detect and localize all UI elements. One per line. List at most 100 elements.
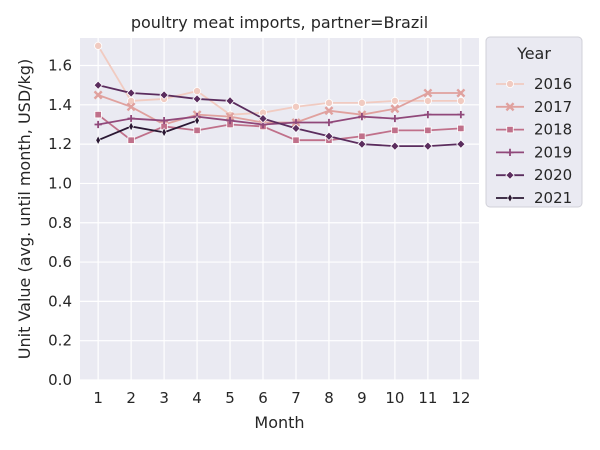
y-tick-label: 1.2 xyxy=(48,135,72,153)
data-point-2019 xyxy=(127,114,135,123)
legend-label: 2021 xyxy=(534,189,572,207)
legend-item-2021: 2021 xyxy=(496,189,572,207)
data-point-2018 xyxy=(391,126,399,135)
data-point-2016 xyxy=(193,87,202,96)
data-point-2016 xyxy=(291,102,300,111)
legend-item-2019: 2019 xyxy=(496,143,572,161)
legend-item-2017: 2017 xyxy=(496,98,572,116)
data-point-2019 xyxy=(226,116,234,125)
legend-swatch-marker xyxy=(505,170,515,180)
y-tick-label: 0.6 xyxy=(48,253,72,271)
y-tick-label: 1.4 xyxy=(48,96,72,114)
series-lines xyxy=(93,41,466,151)
x-tick-label: 9 xyxy=(357,389,367,407)
x-tick-label: 8 xyxy=(324,389,334,407)
x-tick-label: 1 xyxy=(93,389,103,407)
series-2020 xyxy=(93,80,466,151)
x-tick-label: 5 xyxy=(225,389,235,407)
data-point-2018 xyxy=(94,111,102,119)
data-point-2017 xyxy=(93,90,103,100)
data-point-2017 xyxy=(423,88,433,98)
legend-swatch-marker xyxy=(507,193,513,203)
legend-swatch-marker xyxy=(505,102,515,112)
y-tick-label: 0.8 xyxy=(48,214,72,232)
series-line-2018 xyxy=(97,113,461,142)
data-point-2020 xyxy=(324,131,334,141)
data-point-2019 xyxy=(358,113,366,121)
legend-swatch-marker xyxy=(505,80,514,89)
legend-label: 2017 xyxy=(534,98,572,116)
data-point-2019 xyxy=(457,111,465,119)
data-point-2019 xyxy=(94,120,102,129)
y-tick-label: 1.0 xyxy=(48,174,72,192)
data-point-2019 xyxy=(424,111,432,119)
data-point-2018 xyxy=(424,126,432,135)
legend-item-2016: 2016 xyxy=(496,75,572,93)
legend-item-2020: 2020 xyxy=(496,166,572,184)
data-point-2020 xyxy=(357,139,367,149)
legend-frame xyxy=(485,36,583,208)
legend-title: Year xyxy=(516,44,551,63)
axis-ticks: 0.00.20.40.60.81.01.21.41.61 2 3 4 5 6 7 8 9 10 11… xyxy=(48,57,470,407)
data-point-2018 xyxy=(127,136,135,144)
series-line-2016 xyxy=(97,45,461,116)
data-point-2016 xyxy=(324,98,333,107)
x-tick-label: 3 xyxy=(159,389,169,407)
series-line-2021 xyxy=(97,119,198,142)
legend-items: 2016 2017 2018 2019 2020 2021 xyxy=(496,75,572,207)
legend-swatch-marker xyxy=(506,148,514,156)
data-point-2019 xyxy=(325,118,333,127)
data-point-2020 xyxy=(423,141,433,151)
legend-label: 2016 xyxy=(534,75,572,93)
data-point-2021 xyxy=(128,121,134,132)
data-point-2020 xyxy=(192,94,202,104)
data-point-2017 xyxy=(324,106,334,116)
data-point-2020 xyxy=(456,139,466,149)
data-point-2017 xyxy=(390,104,400,114)
data-point-2017 xyxy=(225,112,235,122)
x-tick-label: 10 xyxy=(385,389,404,407)
data-point-2018 xyxy=(358,132,366,140)
y-tick-label: 0.4 xyxy=(48,292,72,310)
data-point-2020 xyxy=(291,123,301,134)
data-point-2020 xyxy=(126,88,136,98)
chart-title: poultry meat imports, partner=Brazil xyxy=(131,13,428,32)
data-point-2018 xyxy=(457,124,465,133)
data-point-2018 xyxy=(292,136,300,144)
plot-area xyxy=(80,38,479,380)
data-point-2017 xyxy=(126,102,136,112)
x-tick-label: 7 xyxy=(291,389,301,407)
legend-item-2018: 2018 xyxy=(496,121,572,139)
legend-label: 2018 xyxy=(534,121,572,139)
data-point-2016 xyxy=(94,41,103,50)
x-tick-label: 11 xyxy=(418,389,437,407)
data-point-2020 xyxy=(258,113,268,124)
data-point-2021 xyxy=(194,115,200,126)
data-point-2019 xyxy=(160,116,168,125)
data-point-2021 xyxy=(161,127,167,138)
series-line-2017 xyxy=(97,92,461,126)
x-tick-label: 12 xyxy=(451,389,470,407)
legend-label: 2019 xyxy=(534,143,572,161)
legend-swatch-marker xyxy=(506,125,514,134)
data-point-2016 xyxy=(456,96,465,105)
data-point-2016 xyxy=(357,98,366,107)
x-tick-label: 4 xyxy=(192,389,202,407)
x-tick-label: 6 xyxy=(258,389,268,407)
data-point-2020 xyxy=(225,96,235,106)
data-point-2020 xyxy=(93,80,103,90)
y-tick-label: 1.6 xyxy=(48,57,72,75)
x-tick-label: 2 xyxy=(126,389,136,407)
data-point-2016 xyxy=(423,96,432,105)
data-point-2016 xyxy=(390,96,399,105)
data-point-2020 xyxy=(390,141,400,151)
data-point-2020 xyxy=(159,90,169,100)
series-2018 xyxy=(94,111,465,144)
series-line-2020 xyxy=(97,84,461,148)
data-point-2021 xyxy=(95,135,101,146)
y-axis-label: Unit Value (avg. until month, USD/kg) xyxy=(15,59,34,359)
data-point-2019 xyxy=(391,114,399,123)
data-point-2017 xyxy=(456,88,466,98)
